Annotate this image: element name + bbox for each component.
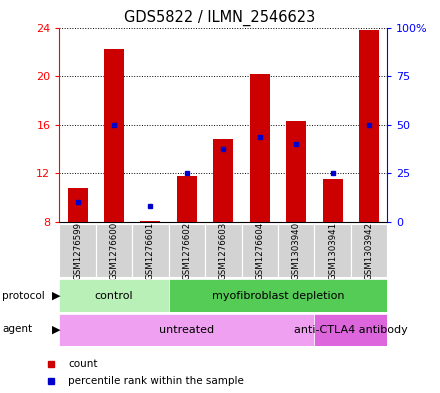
Bar [323,180,343,222]
Bar [169,224,205,277]
Text: percentile rank within the sample: percentile rank within the sample [68,376,244,386]
Bar [250,74,270,222]
Text: GSM1276601: GSM1276601 [146,221,155,280]
Text: protocol: protocol [2,290,45,301]
Bar [104,50,124,222]
Bar [286,121,306,222]
Text: GSM1303941: GSM1303941 [328,222,337,279]
Bar [213,140,233,222]
Bar [242,224,278,277]
Bar [59,224,96,277]
Text: myofibroblast depletion: myofibroblast depletion [212,291,344,301]
Bar [359,30,379,222]
Text: control: control [95,291,133,301]
Bar [177,176,197,222]
Text: GSM1276604: GSM1276604 [255,221,264,280]
Text: untreated: untreated [159,325,214,335]
Text: ▶: ▶ [52,290,60,301]
Text: ▶: ▶ [52,324,60,334]
Bar [169,279,387,312]
Bar [314,224,351,277]
Bar [68,188,88,222]
Text: GDS5822 / ILMN_2546623: GDS5822 / ILMN_2546623 [125,10,315,26]
Bar [314,314,387,346]
Bar [140,221,161,222]
Text: GSM1276600: GSM1276600 [110,221,118,280]
Bar [132,224,169,277]
Bar [59,314,314,346]
Bar [351,224,387,277]
Bar [96,224,132,277]
Bar [59,279,169,312]
Bar [205,224,242,277]
Text: GSM1276599: GSM1276599 [73,222,82,279]
Text: GSM1276603: GSM1276603 [219,221,228,280]
Text: GSM1303942: GSM1303942 [364,222,374,279]
Text: GSM1303940: GSM1303940 [292,222,301,279]
Text: agent: agent [2,324,32,334]
Bar [278,224,314,277]
Text: GSM1276602: GSM1276602 [182,221,191,280]
Text: anti-CTLA4 antibody: anti-CTLA4 antibody [294,325,407,335]
Text: count: count [68,358,98,369]
